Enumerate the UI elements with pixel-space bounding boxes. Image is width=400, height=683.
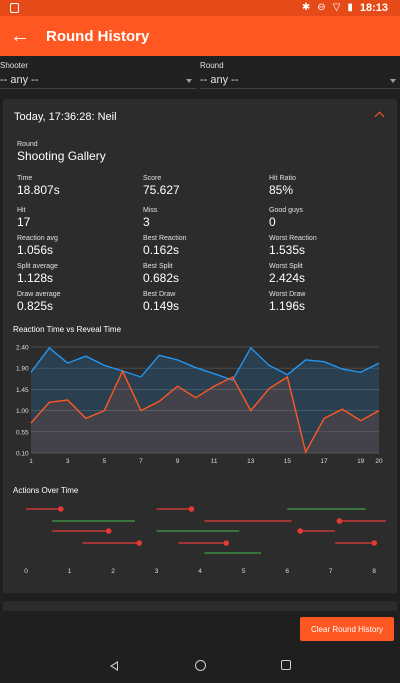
stat-split-average: Split average 1.128s <box>17 263 58 285</box>
y-tick-label: 0.55 <box>16 429 29 436</box>
status-time: 18:13 <box>359 2 388 14</box>
x-tick-label: 1 <box>68 568 72 575</box>
x-tick-label: 17 <box>320 458 328 465</box>
x-tick-label: 1 <box>29 458 33 465</box>
action-marker <box>58 506 64 512</box>
round-card-title: Today, 17:36:28: Neil <box>14 111 117 123</box>
x-tick-label: 3 <box>66 458 70 465</box>
stat-good-guys: Good guys 0 <box>269 207 303 229</box>
stat-best-draw: Best Draw 0.149s <box>143 291 180 313</box>
next-round-card[interactable] <box>3 601 397 611</box>
x-tick-label: 20 <box>375 458 383 465</box>
shooter-label: Shooter <box>0 61 29 70</box>
chevron-down-icon <box>186 79 192 83</box>
y-tick-label: 1.00 <box>16 408 29 415</box>
x-tick-label: 7 <box>329 568 333 575</box>
reaction-time-chart: 2.401.901.451.000.550.101 3 5 7 9 11 13 15 17 19 2… <box>16 345 383 466</box>
action-marker <box>136 540 142 546</box>
system-nav-bar <box>0 649 400 683</box>
x-tick-label: 5 <box>102 458 106 465</box>
action-marker <box>188 506 195 512</box>
series-line <box>30 369 380 455</box>
action-marker <box>223 540 230 546</box>
status-icons: ✱ ⊖ ▽ ▮ 18:13 <box>302 1 388 15</box>
x-tick-label: 8 <box>372 568 376 575</box>
page-title: Round History <box>46 27 150 45</box>
round-label: Round <box>200 61 224 70</box>
x-tick-label: 5 <box>242 568 246 575</box>
nav-home-icon[interactable] <box>195 660 206 671</box>
y-tick-label: 2.40 <box>16 345 29 352</box>
filter-bar: Shooter -- any -- Round -- any -- <box>0 56 400 92</box>
action-marker <box>105 528 112 534</box>
arrow-left-icon[interactable]: ← <box>10 24 30 47</box>
x-tick-label: 13 <box>247 458 255 465</box>
x-tick-label: 3 <box>155 568 159 575</box>
series-line <box>30 346 380 382</box>
action-marker <box>371 540 378 546</box>
stat-hit: Hit 17 <box>17 207 31 229</box>
x-tick-label: 19 <box>357 458 365 465</box>
x-tick-label: 15 <box>284 458 292 465</box>
y-tick-label: 1.45 <box>16 387 29 394</box>
actions-chart-title: Actions Over Time <box>13 486 79 495</box>
stat-reaction-avg: Reaction avg 1.056s <box>17 235 58 257</box>
actions-over-time-chart: 0 1 2 3 4 5 6 7 8 <box>24 506 386 575</box>
action-marker <box>336 518 343 524</box>
stat-best-split: Best Split 0.682s <box>143 263 180 285</box>
nav-recents-icon[interactable] <box>281 660 291 670</box>
stat-worst-split: Worst Split 2.424s <box>269 263 306 285</box>
stat-time: Time 18.807s <box>17 175 60 197</box>
wifi-icon: ▽ <box>332 2 341 13</box>
stat-hit-ratio: Hit Ratio 85% <box>269 175 296 197</box>
x-tick-label: 9 <box>176 458 180 465</box>
round-select[interactable]: Round -- any -- <box>200 58 400 90</box>
round-card: Today, 17:36:28: Neil Round Shooting Gal… <box>3 99 397 593</box>
notification-icon <box>10 3 19 13</box>
x-tick-label: 7 <box>139 458 143 465</box>
chevron-up-icon[interactable] <box>374 111 385 122</box>
x-tick-label: 4 <box>198 568 202 575</box>
x-tick-label: 0 <box>24 568 28 575</box>
stat-worst-reaction: Worst Reaction 1.535s <box>269 235 317 257</box>
round-card-header[interactable]: Today, 17:36:28: Neil <box>3 99 397 137</box>
status-bar: ✱ ⊖ ▽ ▮ 18:13 <box>0 0 400 16</box>
shooter-select[interactable]: Shooter -- any -- <box>0 58 196 90</box>
app-bar: ← Round History <box>0 16 400 56</box>
reaction-chart-title: Reaction Time vs Reveal Time <box>13 325 122 334</box>
stat-draw-average: Draw average 0.825s <box>17 291 61 313</box>
dnd-icon: ⊖ <box>317 2 326 13</box>
x-tick-label: 2 <box>111 568 115 575</box>
round-value: -- any -- <box>200 74 239 86</box>
stat-worst-draw: Worst Draw 1.196s <box>269 291 306 313</box>
action-marker <box>297 528 304 534</box>
shooter-value: -- any -- <box>0 74 39 86</box>
chevron-down-icon <box>390 79 396 83</box>
x-tick-label: 11 <box>211 458 218 465</box>
stat-best-reaction: Best Reaction 0.162s <box>143 235 187 257</box>
nav-back-icon[interactable] <box>110 661 118 671</box>
stat-round: Round Shooting Gallery <box>17 141 106 163</box>
stat-score: Score 75.627 <box>143 175 180 197</box>
battery-icon: ▮ <box>347 2 353 13</box>
stat-miss: Miss 3 <box>143 207 158 229</box>
series-area <box>31 371 379 453</box>
y-tick-label: 1.90 <box>16 366 29 373</box>
x-tick-label: 6 <box>285 568 289 575</box>
y-tick-label: 0.10 <box>16 451 29 458</box>
bluetooth-icon: ✱ <box>301 2 311 13</box>
series-area <box>31 347 379 453</box>
clear-round-history-button[interactable]: Clear Round History <box>300 617 394 641</box>
